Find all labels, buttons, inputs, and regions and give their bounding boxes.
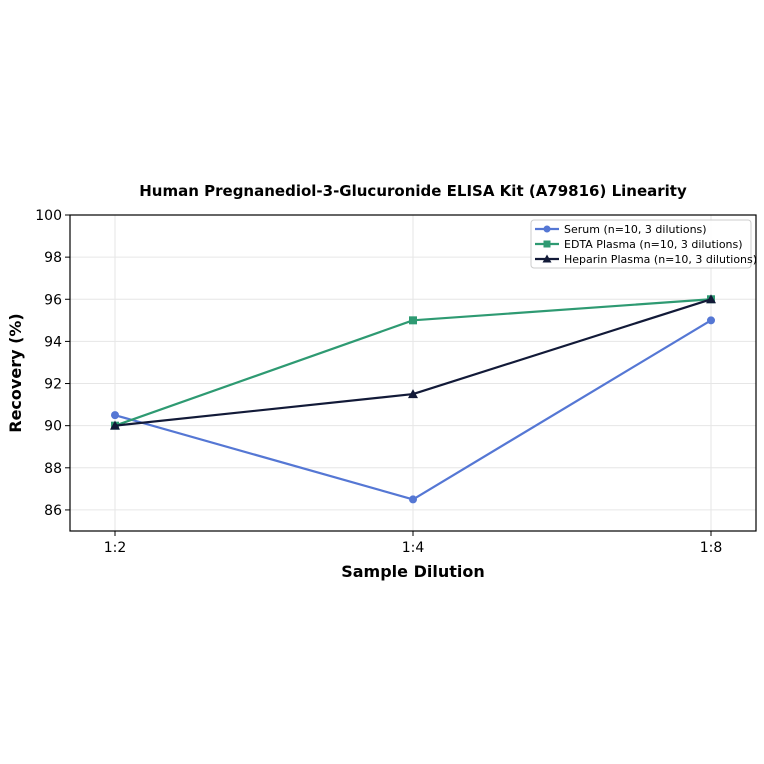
y-tick-label: 90	[44, 419, 62, 435]
series-layer	[110, 294, 716, 504]
y-tick-label: 96	[44, 292, 62, 308]
y-tick-label: 86	[44, 503, 62, 519]
axis-ticks: 86 88 90 92 94 96 98 100 1:2 1:4 1:8	[35, 208, 722, 556]
chart-title: Human Pregnanediol-3-Glucuronide ELISA K…	[139, 182, 687, 200]
x-tick-label: 1:2	[104, 540, 127, 556]
x-tick-label: 1:4	[402, 540, 425, 556]
series-0	[111, 316, 715, 504]
y-axis-label: Recovery (%)	[6, 313, 25, 432]
x-tick-label: 1:8	[700, 540, 723, 556]
legend-marker	[543, 240, 551, 248]
data-point	[706, 294, 716, 304]
legend-label: Heparin Plasma (n=10, 3 dilutions)	[564, 253, 757, 266]
data-point	[707, 316, 715, 325]
data-point	[408, 389, 418, 399]
x-axis-label: Sample Dilution	[341, 562, 485, 581]
legend-label: Serum (n=10, 3 dilutions)	[564, 223, 707, 236]
legend-box	[530, 219, 752, 269]
legend-label: EDTA Plasma (n=10, 3 dilutions)	[564, 238, 743, 251]
y-tick-label: 88	[44, 461, 62, 477]
legend: Serum (n=10, 3 dilutions) EDTA Plasma (n=…	[530, 219, 757, 269]
data-point	[409, 316, 417, 325]
legend-item: Serum (n=10, 3 dilutions)	[535, 223, 707, 236]
data-point	[111, 411, 119, 420]
legend-item: Heparin Plasma (n=10, 3 dilutions)	[535, 253, 757, 266]
y-tick-label: 100	[35, 208, 62, 224]
data-point	[409, 495, 417, 504]
y-tick-label: 98	[44, 250, 62, 266]
y-tick-label: 92	[44, 377, 62, 393]
series-2	[110, 294, 716, 430]
y-tick-label: 94	[44, 334, 62, 350]
legend-marker	[543, 225, 551, 233]
legend-marker	[542, 254, 552, 263]
data-point	[110, 420, 120, 430]
legend-item: EDTA Plasma (n=10, 3 dilutions)	[535, 238, 743, 251]
